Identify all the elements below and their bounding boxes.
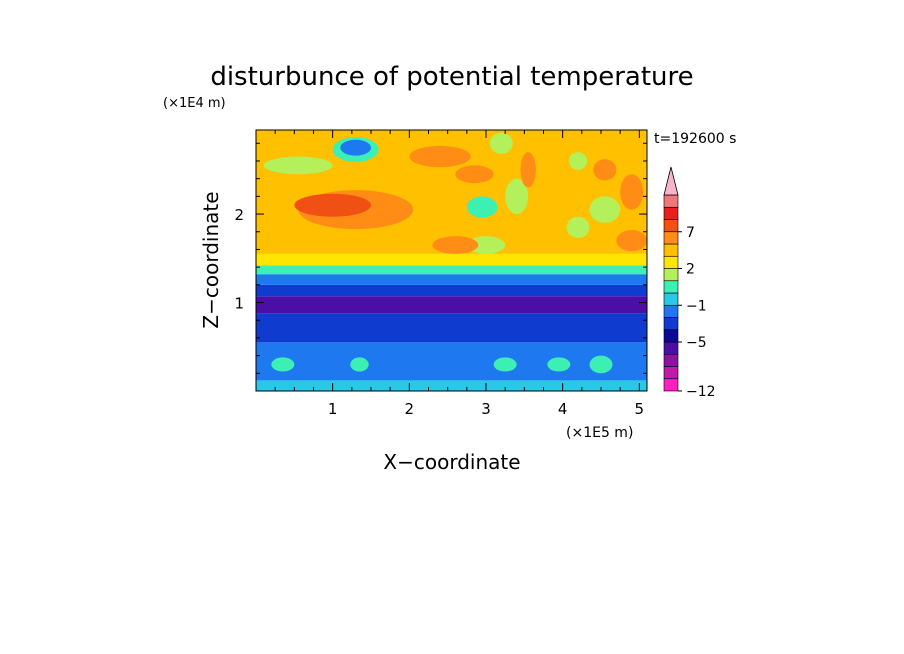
blob-13 (566, 216, 590, 238)
colorbar-label-3: −5 (686, 335, 707, 351)
blob-6 (455, 165, 494, 184)
blob-1 (294, 193, 371, 217)
time-label: t=192600 s (654, 131, 736, 147)
colorbar-segment-13 (663, 219, 679, 233)
blob-4 (263, 156, 333, 175)
blob-11 (466, 236, 506, 254)
blob-22 (547, 357, 571, 372)
x-tick-label-0: 1 (328, 400, 338, 418)
colorbar-label-1: 2 (686, 262, 695, 278)
layer-band-6 (256, 265, 647, 275)
layer-band-5 (256, 274, 647, 285)
colorbar-label-0: 7 (686, 225, 695, 241)
x-tick-label-3: 4 (558, 400, 568, 418)
colorbar-segment-1 (663, 366, 679, 380)
blob-20 (350, 357, 369, 372)
layer-band-0 (256, 380, 647, 391)
y-axis-ticks: 12 (234, 142, 647, 374)
colorbar-segment-9 (663, 268, 679, 282)
colorbar: 7 2 −1 −5 −12 (663, 166, 716, 400)
disturbance-blobs (263, 132, 647, 374)
blob-3 (340, 139, 371, 156)
x-tick-label-1: 2 (405, 400, 415, 418)
blob-23 (589, 355, 613, 374)
layer-band-4 (256, 284, 647, 297)
blob-10 (520, 152, 536, 188)
x-tick-label-4: 5 (635, 400, 645, 418)
y-axis-label: Z−coordinate (199, 191, 223, 328)
colorbar-segment-7 (663, 292, 679, 306)
plot-frame (255, 129, 648, 392)
colorbar-segment-6 (663, 304, 679, 318)
blob-5 (409, 145, 471, 168)
blob-15 (593, 159, 617, 181)
blob-14 (589, 196, 621, 223)
plot-area (256, 130, 647, 391)
y-unit-label: (×1E4 m) (163, 96, 226, 111)
chart-title: disturbunce of potential temperature (210, 62, 693, 92)
y-tick-label-1: 2 (234, 206, 244, 224)
blob-18 (616, 229, 647, 252)
colorbar-segment-15 (663, 194, 679, 208)
colorbar-segment-12 (663, 231, 679, 245)
y-tick-label-0: 1 (234, 295, 244, 313)
colorbar-segment-5 (663, 317, 679, 331)
colorbar-label-2: −1 (686, 298, 707, 314)
x-unit-label: (×1E5 m) (566, 425, 633, 441)
colorbar-segment-8 (663, 280, 679, 294)
blob-16 (620, 174, 644, 210)
blob-17 (568, 152, 588, 170)
layer-band-7 (256, 253, 647, 266)
layer-band-3 (256, 296, 647, 314)
blob-21 (493, 357, 517, 372)
blob-12 (432, 236, 479, 254)
colorbar-arrow (663, 166, 679, 196)
blob-9 (505, 178, 529, 215)
blob-8 (466, 196, 498, 218)
colorbar-segment-11 (663, 243, 679, 257)
blob-19 (271, 357, 295, 372)
x-axis-label: X−coordinate (383, 450, 520, 474)
colorbar-segment-0 (663, 378, 679, 392)
x-axis-ticks: 1 2 3 4 5 (274, 130, 645, 418)
layer-band-2 (256, 313, 647, 343)
layer-band-1 (256, 342, 647, 381)
colorbar-label-4: −12 (686, 384, 716, 400)
colorbar-segment-3 (663, 341, 679, 355)
colorbar-segment-4 (663, 329, 679, 343)
blob-7 (489, 132, 513, 154)
colorbar-segment-2 (663, 353, 679, 367)
x-tick-label-2: 3 (481, 400, 491, 418)
colorbar-segment-14 (663, 206, 679, 220)
colorbar-segment-10 (663, 255, 679, 269)
